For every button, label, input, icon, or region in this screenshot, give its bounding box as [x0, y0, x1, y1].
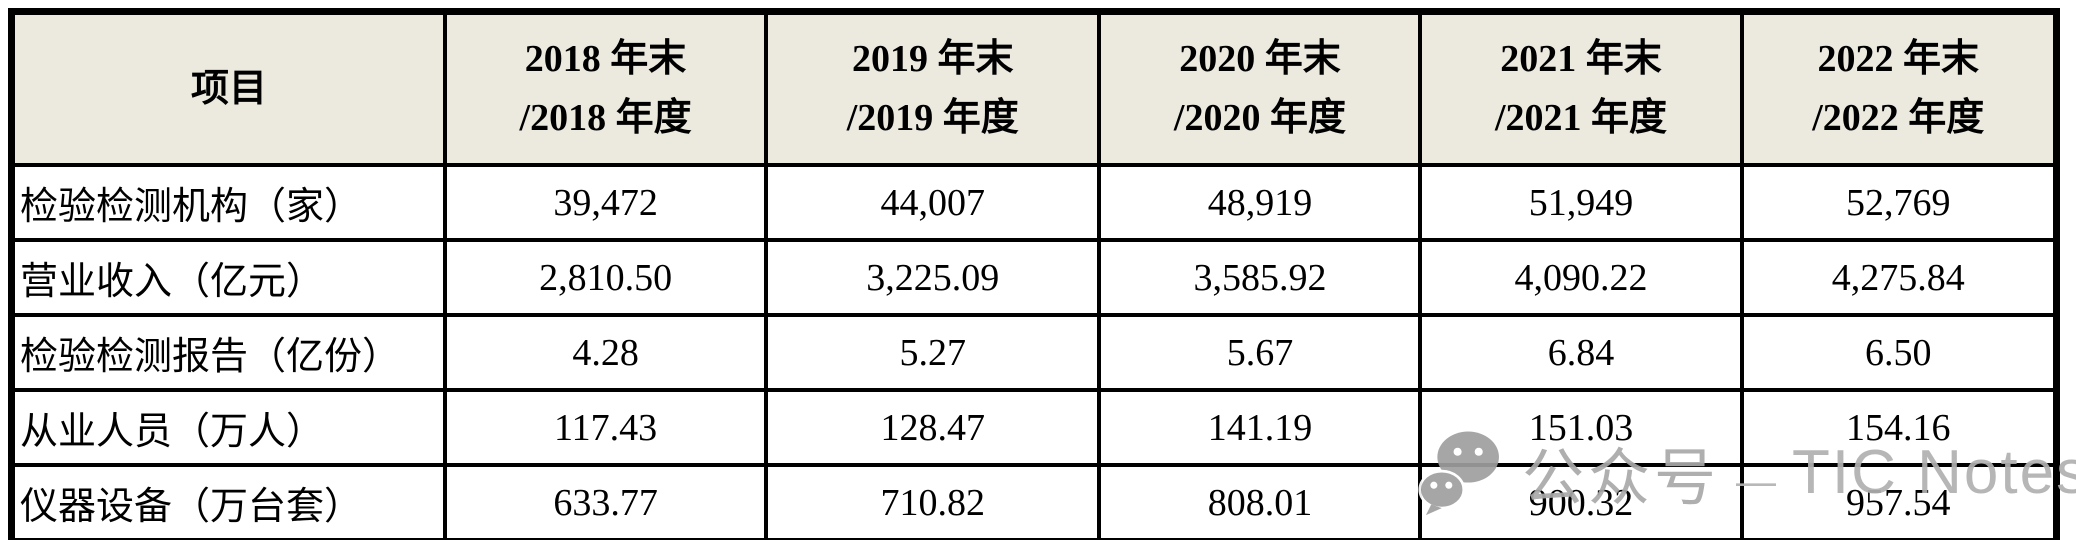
value-cell: 141.19 — [1097, 388, 1423, 467]
header-cell-period-2021: 2021 年末 /2021 年度 — [1418, 9, 1744, 167]
value-cell: 39,472 — [443, 163, 769, 242]
period-line2: /2020 年度 — [1173, 97, 1346, 139]
value-cell: 4,090.22 — [1418, 238, 1744, 317]
row-label-cell: 从业人员（万人） — [9, 388, 448, 467]
value-cell: 6.50 — [1739, 313, 2059, 392]
row-label-cell: 营业收入（亿元） — [9, 238, 448, 317]
period-line2: /2021 年度 — [1494, 97, 1668, 139]
row-label-cell: 仪器设备（万台套） — [9, 463, 448, 540]
statistics-table: 项目 2018 年末 /2018 年度 2019 年末 /2019 年度 202… — [8, 8, 2060, 540]
value-cell: 710.82 — [764, 463, 1102, 540]
period-line1: 2018 年末 — [524, 38, 687, 81]
period-line2: /2018 年度 — [519, 97, 692, 139]
row-label-cell: 检验检测机构（家） — [9, 163, 448, 242]
header-cell-period-2019: 2019 年末 /2019 年度 — [764, 9, 1102, 167]
table-row-reports: 检验检测报告（亿份） 4.28 5.27 5.67 6.84 6.50 — [9, 313, 2059, 392]
header-cell-period-2022: 2022 年末 /2022 年度 — [1739, 9, 2059, 167]
value-cell: 5.27 — [764, 313, 1102, 392]
period-line1: 2021 年末 — [1500, 38, 1662, 81]
value-cell: 808.01 — [1097, 463, 1423, 540]
value-cell: 5.67 — [1097, 313, 1423, 392]
value-cell: 117.43 — [443, 388, 769, 467]
period-line2: /2022 年度 — [1812, 97, 1985, 139]
value-cell: 957.54 — [1739, 463, 2059, 540]
value-cell: 48,919 — [1097, 163, 1423, 242]
table-row-revenue: 营业收入（亿元） 2,810.50 3,225.09 3,585.92 4,09… — [9, 238, 2059, 317]
header-cell-period-2018: 2018 年末 /2018 年度 — [443, 9, 769, 167]
value-cell: 3,225.09 — [764, 238, 1102, 317]
period-line1: 2019 年末 — [852, 38, 1014, 81]
row-label-cell: 检验检测报告（亿份） — [9, 313, 448, 392]
header-row: 项目 2018 年末 /2018 年度 2019 年末 /2019 年度 202… — [9, 9, 2059, 167]
header-cell-item: 项目 — [9, 9, 448, 167]
value-cell: 633.77 — [443, 463, 769, 540]
value-cell: 6.84 — [1418, 313, 1744, 392]
value-cell: 154.16 — [1739, 388, 2059, 467]
table-row-employees: 从业人员（万人） 117.43 128.47 141.19 151.03 154… — [9, 388, 2059, 467]
value-cell: 44,007 — [764, 163, 1102, 242]
header-cell-period-2020: 2020 年末 /2020 年度 — [1097, 9, 1423, 167]
value-cell: 128.47 — [764, 388, 1102, 467]
table-row-institutions: 检验检测机构（家） 39,472 44,007 48,919 51,949 52… — [9, 163, 2059, 242]
table-row-instruments: 仪器设备（万台套） 633.77 710.82 808.01 900.32 95… — [9, 463, 2059, 540]
header-item-label: 项目 — [191, 67, 268, 110]
period-line1: 2020 年末 — [1179, 38, 1341, 81]
period-line2: /2019 年度 — [846, 97, 1019, 139]
value-cell: 4.28 — [443, 313, 769, 392]
value-cell: 4,275.84 — [1739, 238, 2059, 317]
period-line1: 2022 年末 — [1817, 38, 1980, 81]
value-cell: 900.32 — [1418, 463, 1744, 540]
value-cell: 151.03 — [1418, 388, 1744, 467]
value-cell: 2,810.50 — [443, 238, 769, 317]
value-cell: 51,949 — [1418, 163, 1744, 242]
value-cell: 52,769 — [1739, 163, 2059, 242]
value-cell: 3,585.92 — [1097, 238, 1423, 317]
